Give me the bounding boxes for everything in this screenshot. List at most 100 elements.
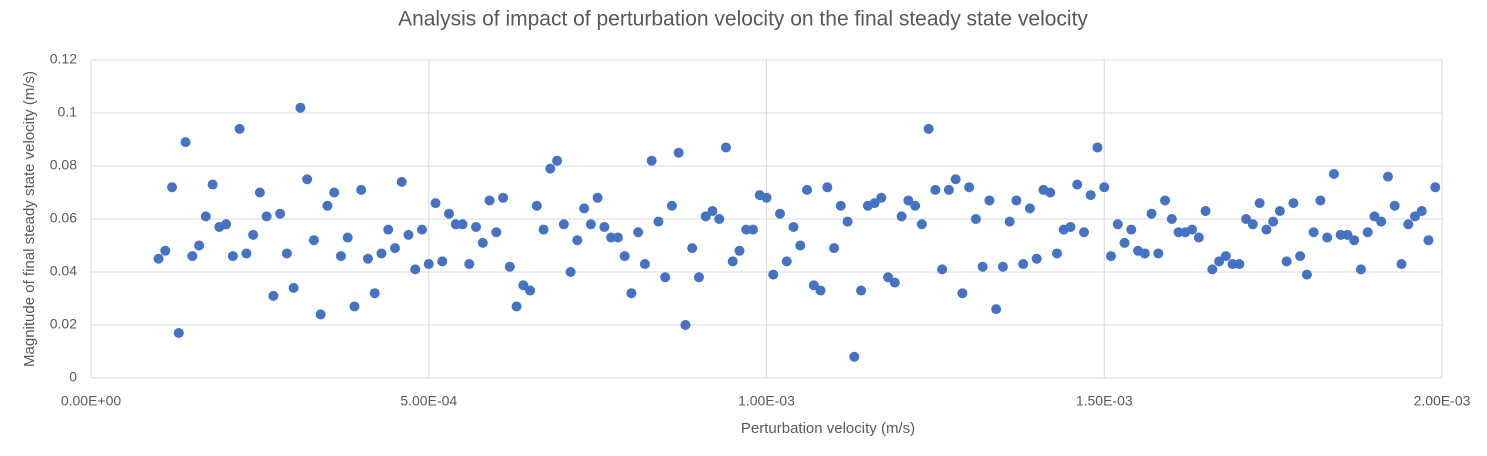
point (383, 224, 394, 235)
point (180, 137, 191, 148)
point (403, 229, 414, 240)
point (518, 280, 529, 291)
point (342, 232, 353, 243)
point (187, 251, 198, 262)
point (673, 147, 684, 158)
point (1099, 182, 1110, 193)
point (876, 192, 887, 203)
point (599, 221, 610, 232)
point (1254, 198, 1265, 209)
point (1207, 264, 1218, 275)
point (970, 214, 981, 224)
point (720, 142, 731, 153)
point (477, 237, 488, 248)
point (1430, 182, 1441, 193)
point (1288, 198, 1299, 209)
point (281, 248, 292, 259)
point (835, 200, 846, 211)
point (464, 259, 475, 270)
point (1403, 219, 1414, 230)
point (700, 211, 711, 222)
chart-title: Analysis of impact of perturbation veloc… (398, 8, 1088, 31)
point (1396, 259, 1407, 270)
point (491, 227, 502, 238)
point (1389, 200, 1400, 211)
point (991, 304, 1002, 315)
y-tick-label: 0.1 (58, 104, 78, 120)
y-axis-label: Magnitude of final steady state velocity… (21, 71, 38, 367)
point (775, 208, 786, 219)
point (335, 251, 346, 262)
point (612, 232, 623, 243)
point (227, 251, 238, 262)
point (302, 174, 313, 185)
point (376, 248, 387, 259)
point (1247, 219, 1258, 230)
point (444, 208, 455, 219)
point (1328, 168, 1339, 179)
point (511, 301, 522, 312)
point (288, 282, 299, 293)
point (930, 184, 941, 195)
y-tick-label: 0.04 (50, 263, 77, 279)
point (1045, 187, 1056, 198)
point (1362, 227, 1373, 238)
point (525, 285, 536, 296)
point (1112, 219, 1123, 230)
point (842, 216, 853, 227)
x-tick-label: 1.50E-03 (1076, 393, 1133, 409)
point (903, 195, 914, 206)
point (565, 267, 576, 277)
point (1349, 235, 1360, 246)
point (889, 277, 900, 288)
point (457, 219, 468, 230)
point (1322, 232, 1333, 243)
point (1423, 235, 1434, 246)
point (734, 245, 745, 256)
point (808, 280, 819, 291)
point (207, 179, 218, 190)
point (977, 261, 988, 272)
point (1409, 211, 1420, 222)
point (248, 229, 259, 240)
point (1274, 206, 1285, 217)
point (957, 288, 968, 299)
point (498, 192, 509, 203)
point (1051, 248, 1062, 259)
point (1220, 251, 1231, 262)
point (646, 155, 657, 166)
point (633, 227, 644, 238)
point (389, 243, 400, 254)
point (430, 198, 441, 209)
point (1153, 248, 1164, 259)
point (1301, 269, 1312, 280)
x-axis-label: Perturbation velocity (m/s) (741, 420, 915, 437)
point (788, 221, 799, 232)
point (538, 224, 549, 235)
y-tick-label: 0 (69, 369, 77, 385)
point (849, 351, 860, 362)
point (1308, 227, 1319, 238)
point (356, 184, 367, 195)
point (619, 251, 630, 262)
point (660, 272, 671, 283)
point (1139, 248, 1150, 259)
point (997, 261, 1008, 272)
point (1200, 206, 1211, 217)
point (1187, 224, 1198, 235)
point (1011, 195, 1022, 206)
point (910, 200, 921, 211)
point (680, 320, 691, 330)
point (883, 272, 894, 283)
point (173, 327, 184, 338)
point (322, 200, 333, 211)
point (1355, 264, 1366, 275)
point (254, 187, 265, 198)
point (396, 176, 407, 187)
point (653, 216, 664, 227)
point (423, 259, 434, 270)
point (167, 182, 178, 193)
point (315, 309, 326, 320)
point (504, 261, 515, 272)
point (194, 240, 205, 251)
